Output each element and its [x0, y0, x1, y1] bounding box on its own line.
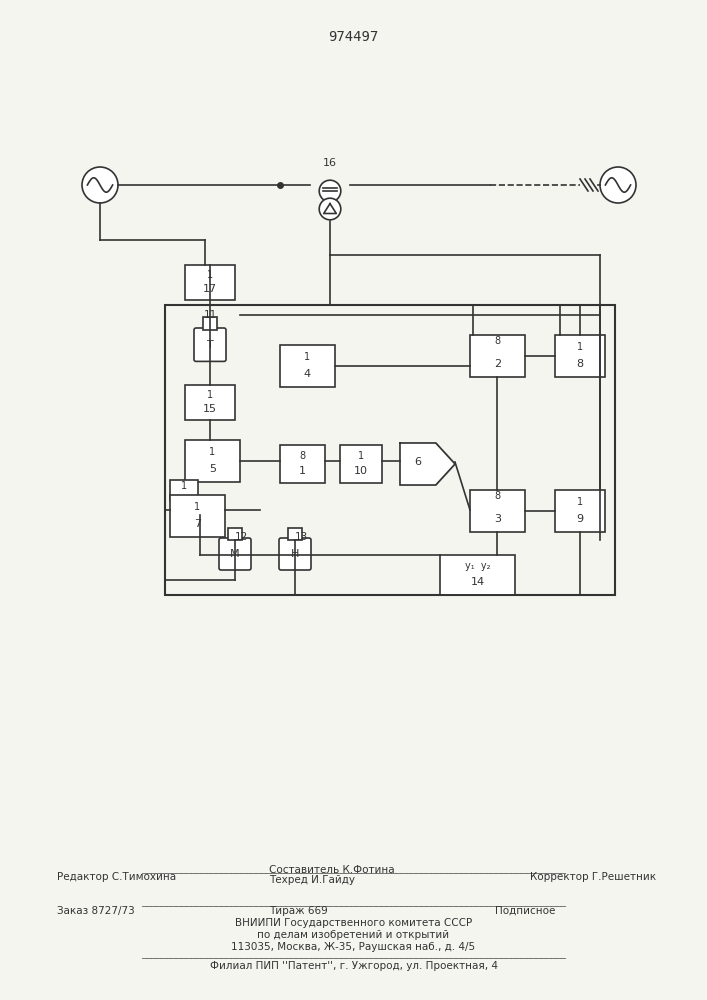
Text: 13: 13 [295, 532, 308, 542]
Bar [185, 265, 235, 300]
Bar [470, 335, 525, 377]
FancyBboxPatch shape [219, 538, 251, 570]
Bar [185, 385, 235, 420]
Text: Техред И.Гайду: Техред И.Гайду [269, 875, 355, 885]
Text: ────────────────────────────────────────────────────────────────────────────────: ────────────────────────────────────────… [141, 868, 566, 878]
Bar [170, 495, 225, 537]
Text: 2: 2 [494, 359, 501, 369]
Text: 1: 1 [209, 447, 216, 457]
Text: 11: 11 [204, 310, 216, 320]
Bar [470, 490, 525, 532]
Text: 15: 15 [203, 404, 217, 414]
Text: ────────────────────────────────────────────────────────────────────────────────: ────────────────────────────────────────… [141, 954, 566, 962]
Text: 5: 5 [209, 464, 216, 474]
Text: 17: 17 [203, 284, 217, 294]
Text: H: H [291, 549, 299, 559]
Bar [170, 480, 198, 500]
Text: y₁  y₂: y₁ y₂ [464, 561, 490, 571]
Text: 1: 1 [181, 481, 187, 491]
Text: 1: 1 [299, 466, 306, 476]
Text: 7: 7 [194, 519, 201, 529]
Text: 8: 8 [300, 451, 305, 461]
Text: 3: 3 [494, 514, 501, 524]
Text: 1: 1 [207, 390, 213, 400]
Text: 1: 1 [577, 342, 583, 352]
Bar [280, 445, 325, 483]
Circle shape [600, 167, 636, 203]
Text: Корректор Г.Решетник: Корректор Г.Решетник [530, 872, 656, 882]
FancyBboxPatch shape [194, 328, 226, 361]
Text: 8: 8 [494, 491, 501, 513]
Bar [165, 305, 615, 595]
Text: 16: 16 [323, 158, 337, 168]
Text: T: T [206, 340, 214, 350]
Circle shape [319, 198, 341, 220]
Text: 1: 1 [577, 497, 583, 507]
Text: ────────────────────────────────────────────────────────────────────────────────: ────────────────────────────────────────… [141, 902, 566, 910]
Text: по делам изобретений и открытий: по делам изобретений и открытий [257, 930, 450, 940]
Text: ВНИИПИ Государственного комитета СССР: ВНИИПИ Государственного комитета СССР [235, 918, 472, 928]
Text: 1: 1 [207, 270, 213, 280]
Circle shape [82, 167, 118, 203]
Text: 1: 1 [358, 451, 364, 461]
Text: Подписное: Подписное [495, 906, 555, 916]
Text: 8: 8 [494, 336, 501, 358]
FancyBboxPatch shape [279, 538, 311, 570]
Bar [555, 490, 605, 532]
Bar [185, 440, 240, 482]
Bar [280, 345, 335, 387]
Text: 9: 9 [576, 514, 583, 524]
Text: 12: 12 [235, 532, 248, 542]
Text: 8: 8 [576, 359, 583, 369]
Text: 974497: 974497 [328, 30, 378, 44]
Text: Заказ 8727/73: Заказ 8727/73 [57, 906, 134, 916]
Text: 10: 10 [354, 466, 368, 476]
Bar [340, 445, 382, 483]
Text: Составитель К.Фотина: Составитель К.Фотина [269, 865, 395, 875]
Text: 1: 1 [194, 502, 201, 512]
Bar [555, 335, 605, 377]
Text: M: M [230, 549, 240, 559]
Text: Филиал ПИП ''Патент'', г. Ужгород, ул. Проектная, 4: Филиал ПИП ''Патент'', г. Ужгород, ул. П… [209, 961, 498, 971]
Polygon shape [400, 443, 455, 485]
Text: 113035, Москва, Ж-35, Раушская наб., д. 4/5: 113035, Москва, Ж-35, Раушская наб., д. … [231, 942, 476, 952]
Bar [228, 528, 242, 540]
Text: 6: 6 [414, 457, 421, 467]
Text: 4: 4 [304, 369, 311, 379]
Text: Тираж 669: Тираж 669 [269, 906, 327, 916]
Bar [288, 528, 302, 540]
Text: Редактор С.Тимохина: Редактор С.Тимохина [57, 872, 175, 882]
Bar [440, 555, 515, 595]
Circle shape [319, 180, 341, 202]
Text: 1: 1 [305, 352, 310, 362]
Text: 14: 14 [470, 577, 484, 587]
Bar [203, 317, 217, 330]
